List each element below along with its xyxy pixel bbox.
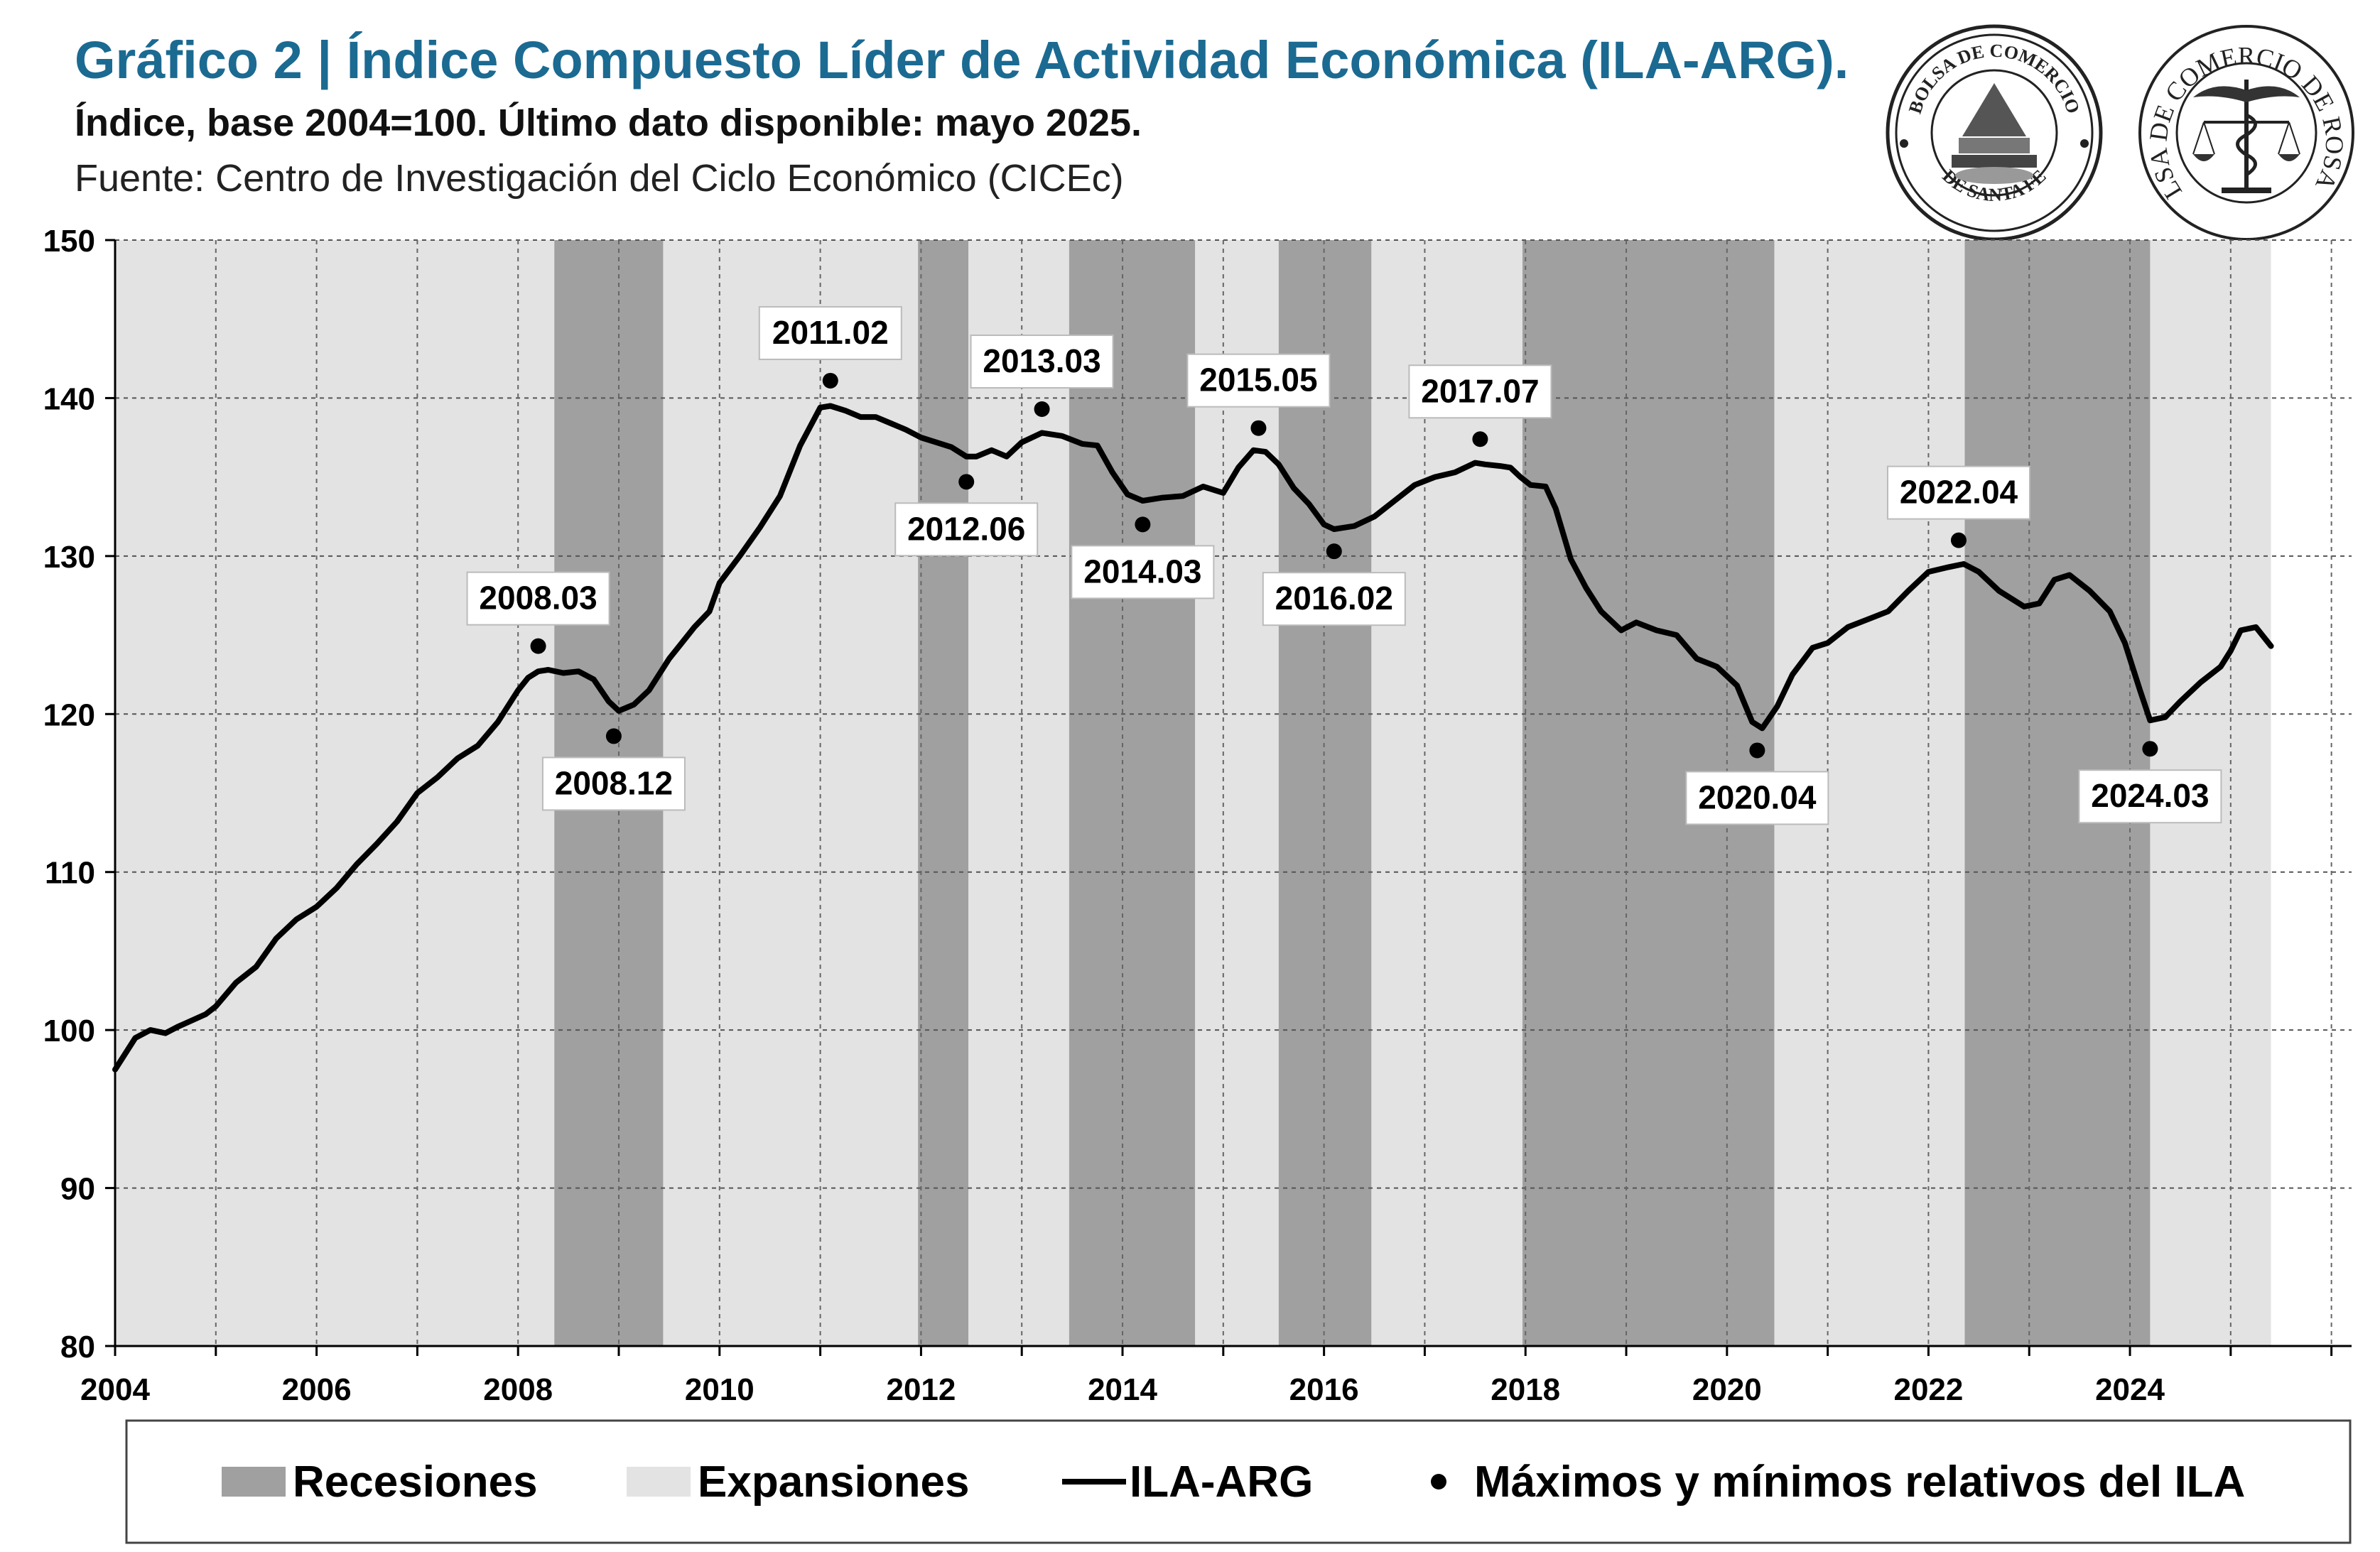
turning-point-label: 2014.03 [1083, 553, 1201, 590]
turning-point-label: 2008.03 [479, 580, 597, 617]
x-tick-label: 2008 [483, 1372, 553, 1407]
y-tick-label: 80 [60, 1330, 95, 1364]
x-tick-label: 2018 [1491, 1372, 1560, 1407]
y-tick-label: 120 [43, 698, 95, 732]
chart-title: Gráfico 2 | Índice Compuesto Líder de Ac… [75, 31, 1849, 89]
expansion-band [968, 240, 1069, 1346]
legend-recession-swatch [222, 1467, 286, 1497]
turning-point-marker [1326, 543, 1342, 560]
turning-point-label: 2020.04 [1698, 778, 1817, 815]
turning-point-label: 2013.03 [983, 342, 1100, 379]
legend-expansion-label: Expansiones [698, 1458, 969, 1507]
turning-point-label-box [1408, 364, 1552, 419]
turning-point-label: 2017.07 [1421, 372, 1539, 409]
turning-point-marker [1749, 742, 1765, 759]
turning-point-label-box [1685, 771, 1829, 825]
turning-point-marker [958, 474, 975, 490]
legend-line-label: ILA-ARG [1130, 1458, 1313, 1507]
legend-points-label: Máximos y mínimos relativos del ILA [1474, 1458, 2245, 1507]
expansion-band [115, 240, 555, 1346]
turning-point-marker [530, 638, 546, 654]
x-tick-label: 2004 [80, 1372, 150, 1407]
legend-expansion-swatch [627, 1467, 691, 1497]
turning-point-label: 2008.12 [555, 764, 673, 801]
turning-point-label-box [466, 571, 610, 626]
turning-point-label-box [2078, 769, 2222, 824]
turning-point-label: 2015.05 [1199, 362, 1317, 398]
y-tick-label: 130 [43, 540, 95, 575]
bolsa-santa-fe-logo: BOLSA DE COMERCIO DE SANTA FE [1886, 24, 2103, 242]
turning-point-label-box [970, 334, 1114, 389]
turning-point-marker [1950, 532, 1967, 548]
x-tick-label: 2010 [685, 1372, 754, 1407]
x-tick-label: 2024 [2095, 1372, 2165, 1407]
recession-band [1278, 240, 1372, 1346]
turning-point-label: 2022.04 [1900, 474, 2018, 511]
recession-band [918, 240, 969, 1346]
y-tick-label: 140 [43, 381, 95, 416]
turning-point-marker [1250, 420, 1267, 436]
chart-source: Fuente: Centro de Investigación del Cicl… [75, 157, 1124, 200]
expansion-band [663, 240, 919, 1346]
x-tick-label: 2006 [282, 1372, 352, 1407]
turning-point-label: 2016.02 [1275, 580, 1393, 617]
turning-point-marker [1034, 401, 1050, 417]
chart-subtitle: Índice, base 2004=100. Último dato dispo… [75, 102, 1142, 144]
turning-point-marker [605, 728, 622, 744]
turning-point-label-box [1186, 353, 1331, 408]
turning-point-label-box [541, 756, 686, 811]
turning-point-marker [1472, 431, 1488, 447]
y-tick-label: 90 [60, 1172, 95, 1207]
legend-recession-label: Recesiones [293, 1458, 538, 1507]
x-tick-label: 2014 [1088, 1372, 1157, 1407]
y-tick-label: 100 [43, 1014, 95, 1048]
x-tick-label: 2020 [1692, 1372, 1762, 1407]
turning-point-label: 2011.02 [772, 314, 889, 351]
turning-point-label: 2024.03 [2091, 777, 2209, 814]
y-tick-label: 150 [43, 224, 95, 259]
expansion-band [1371, 240, 1522, 1346]
bolsa-rosario-logo: BOLSA DE COMERCIO DE ROSARIO [2136, 23, 2354, 241]
turning-point-marker [2142, 741, 2158, 757]
turning-point-label-box [1071, 545, 1215, 599]
turning-point-label-box [1262, 572, 1406, 626]
series-line-ila-arg [112, 403, 2274, 1073]
x-tick-label: 2016 [1289, 1372, 1359, 1407]
y-tick-label: 110 [45, 856, 95, 891]
turning-point-label-box [758, 305, 902, 360]
turning-point-marker [1135, 516, 1151, 533]
x-tick-label: 2022 [1893, 1372, 1963, 1407]
turning-point-label-box [894, 502, 1039, 557]
turning-point-marker [822, 372, 838, 389]
legend [125, 1419, 2352, 1544]
recession-band [1069, 240, 1196, 1346]
x-tick-label: 2012 [886, 1372, 956, 1407]
turning-point-label: 2012.06 [907, 510, 1025, 547]
legend-point-swatch [1431, 1474, 1446, 1489]
turning-point-label-box [1886, 465, 2030, 520]
